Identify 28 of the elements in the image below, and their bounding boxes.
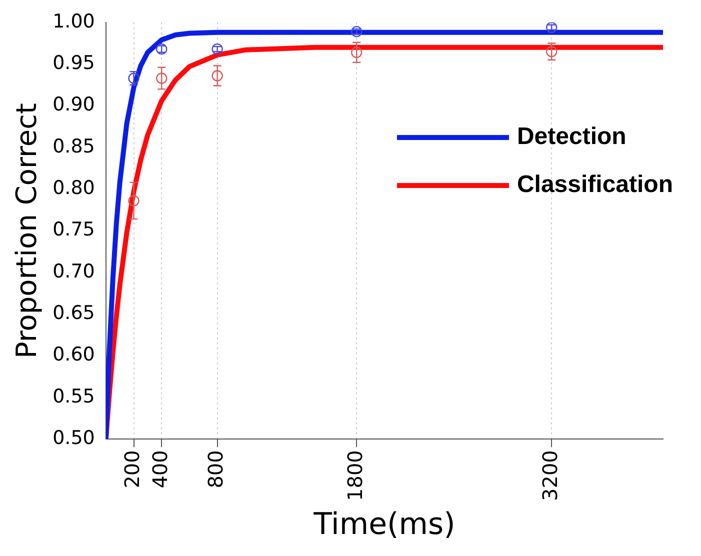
y-tick-label: 0.60 xyxy=(52,344,95,366)
point xyxy=(546,22,558,33)
x-tick-label: 800 xyxy=(204,450,228,488)
y-tick-label: 0.85 xyxy=(52,135,95,158)
x-tick-label: 3200 xyxy=(538,450,562,502)
y-tick-label: 1.00 xyxy=(52,10,95,32)
point xyxy=(212,43,223,55)
x-axis-title: Time(ms) xyxy=(312,506,456,542)
y-tick-label: 0.90 xyxy=(52,94,95,116)
y-tick-label: 0.80 xyxy=(52,177,95,200)
point xyxy=(156,72,168,84)
x-tick-label: 1800 xyxy=(342,450,367,502)
y-tick-label: 0.70 xyxy=(52,260,95,282)
y-tick-label: 0.55 xyxy=(52,385,95,408)
x-tick-label: 200 xyxy=(120,450,144,488)
y-axis-title: Proportion Correct xyxy=(10,102,44,359)
legend-label: Classification xyxy=(516,171,673,199)
y-tick-label: 0.50 xyxy=(52,427,95,450)
y-tick-label: 0.65 xyxy=(52,302,95,324)
point xyxy=(546,46,558,58)
y-tick-label: 0.75 xyxy=(52,218,95,241)
y-tick-label: 0.95 xyxy=(52,52,95,74)
legend-label: Detection xyxy=(516,123,626,151)
point xyxy=(351,26,362,38)
x-tick-label: 400 xyxy=(148,450,172,488)
point xyxy=(128,195,140,206)
point xyxy=(212,70,223,82)
point xyxy=(351,46,362,58)
